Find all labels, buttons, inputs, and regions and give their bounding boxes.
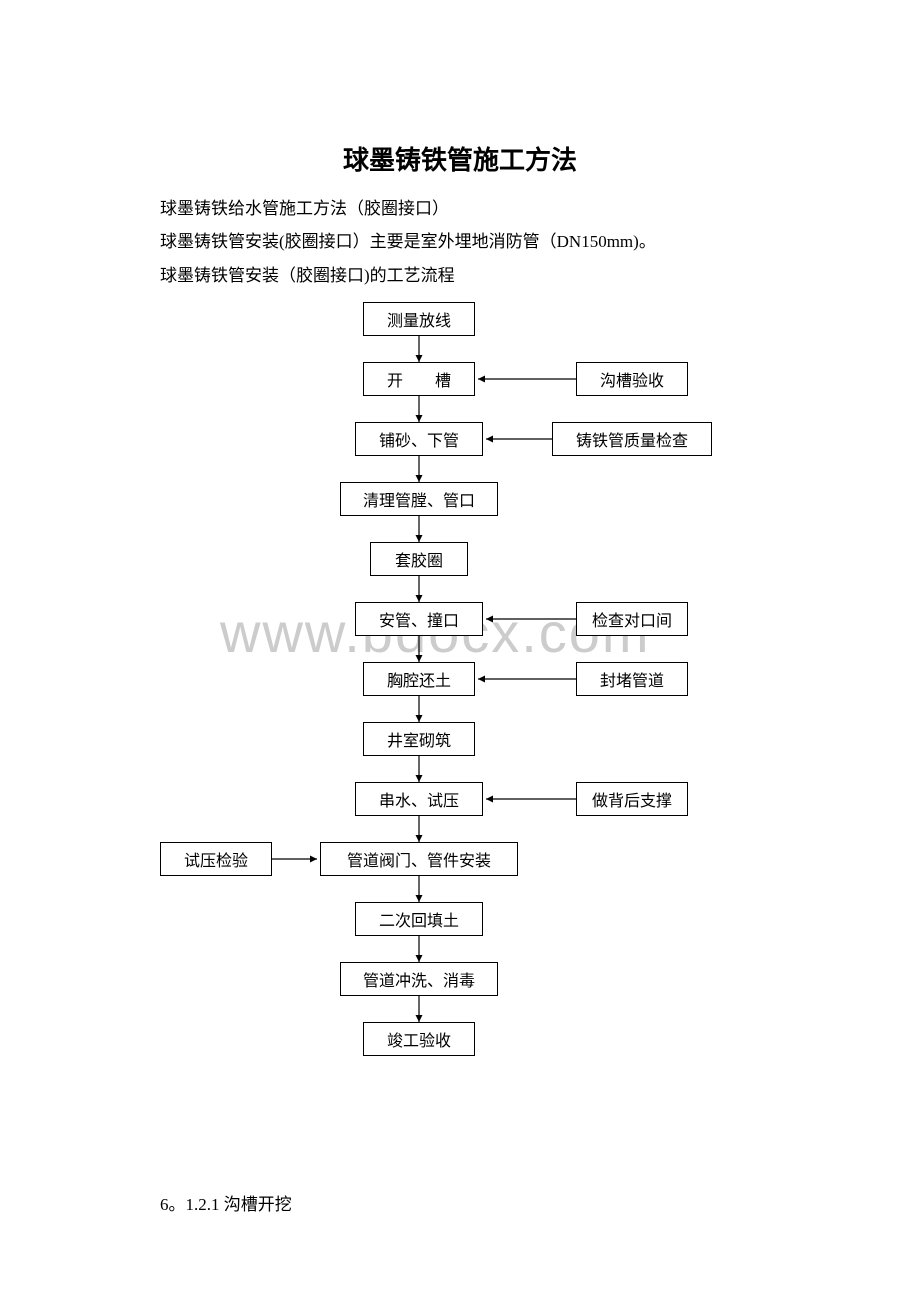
node-block-pipe: 封堵管道	[576, 662, 688, 696]
node-second-backfill: 二次回填土	[355, 902, 483, 936]
paragraph-intro-1: 球墨铸铁给水管施工方法（胶圈接口）	[160, 195, 449, 222]
paragraph-intro-2: 球墨铸铁管安装(胶圈接口）主要是室外埋地消防管（DN150mm)。	[160, 228, 656, 255]
node-castiron-check: 铸铁管质量检查	[552, 422, 712, 456]
page: 球墨铸铁管施工方法 球墨铸铁给水管施工方法（胶圈接口） 球墨铸铁管安装(胶圈接口…	[0, 0, 920, 1302]
node-measure: 测量放线	[363, 302, 475, 336]
node-clean-pipe: 清理管膛、管口	[340, 482, 498, 516]
node-valve-fitting: 管道阀门、管件安装	[320, 842, 518, 876]
node-sand-lower: 铺砂、下管	[355, 422, 483, 456]
node-back-support: 做背后支撑	[576, 782, 688, 816]
node-trench: 开 槽	[363, 362, 475, 396]
node-well-build: 井室砌筑	[363, 722, 475, 756]
node-flush-disinfect: 管道冲洗、消毒	[340, 962, 498, 996]
node-check-gap: 检查对口间	[576, 602, 688, 636]
paragraph-intro-3: 球墨铸铁管安装（胶圈接口)的工艺流程	[160, 262, 455, 289]
node-install-strike: 安管、撞口	[355, 602, 483, 636]
node-trench-accept: 沟槽验收	[576, 362, 688, 396]
flow-arrows	[0, 0, 920, 1302]
node-water-test: 串水、试压	[355, 782, 483, 816]
paragraph-section-heading: 6。1.2.1 沟槽开挖	[160, 1190, 292, 1215]
document-title: 球墨铸铁管施工方法	[0, 140, 920, 177]
node-rubber-ring: 套胶圈	[370, 542, 468, 576]
node-final-accept: 竣工验收	[363, 1022, 475, 1056]
node-chest-backfill: 胸腔还土	[363, 662, 475, 696]
node-pressure-test-inspect: 试压检验	[160, 842, 272, 876]
